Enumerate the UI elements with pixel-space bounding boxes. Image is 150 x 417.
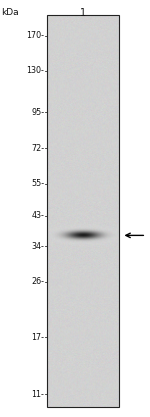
Text: 95-: 95- [31, 108, 44, 116]
Text: 72-: 72- [31, 144, 44, 153]
Text: 170-: 170- [26, 31, 44, 40]
Bar [47, 15, 119, 407]
Text: 11-: 11- [31, 389, 44, 399]
Text: 43-: 43- [31, 211, 44, 220]
Text: 130-: 130- [26, 66, 44, 75]
Text: 1: 1 [80, 8, 86, 18]
Text: 17-: 17- [31, 333, 44, 342]
Text: 26-: 26- [31, 277, 44, 286]
Text: kDa: kDa [2, 8, 19, 17]
Text: 34-: 34- [31, 242, 44, 251]
Text: 55-: 55- [31, 179, 44, 188]
